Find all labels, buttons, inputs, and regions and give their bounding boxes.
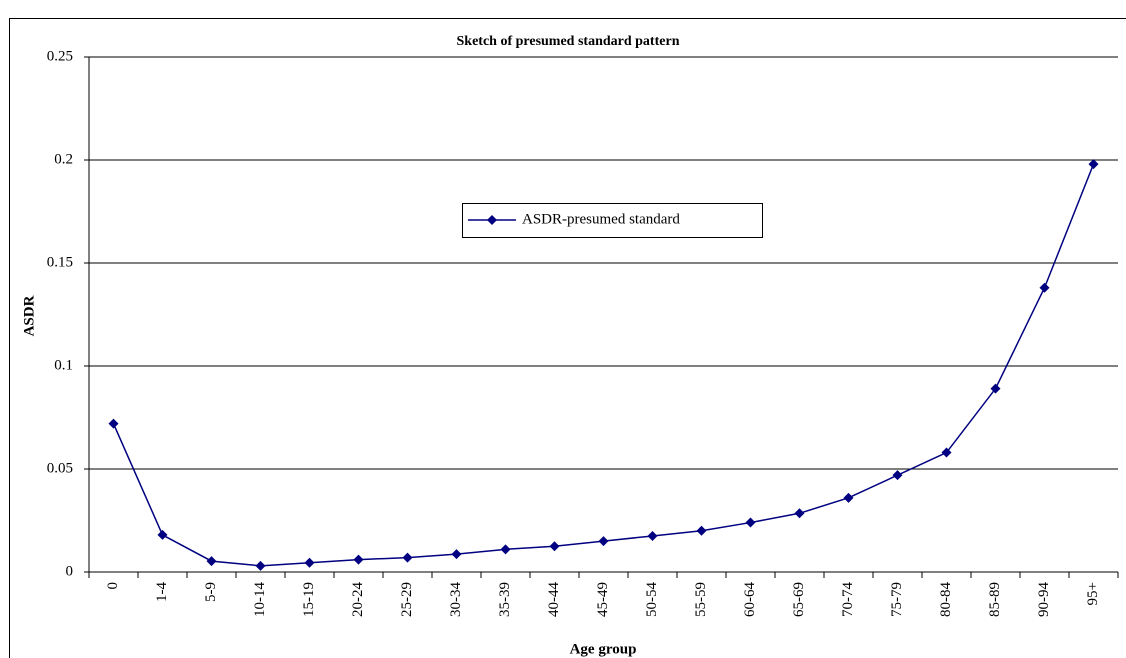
- x-tick-label: 45-49: [595, 582, 611, 617]
- marker: [255, 560, 266, 571]
- chart-title: Sketch of presumed standard pattern: [457, 34, 680, 49]
- marker: [1088, 159, 1099, 170]
- marker: [206, 556, 217, 567]
- marker: [549, 541, 560, 552]
- marker: [304, 557, 315, 568]
- marker: [451, 549, 462, 560]
- x-tick-label: 95+: [1085, 582, 1101, 605]
- legend-label: ASDR-presumed standard: [522, 211, 680, 227]
- marker: [598, 536, 609, 547]
- x-tick-label: 30-34: [448, 582, 464, 617]
- marker: [990, 383, 1001, 394]
- marker: [892, 470, 903, 481]
- x-axis-label: Age group: [570, 641, 637, 657]
- x-tick-label: 80-84: [938, 582, 954, 617]
- x-tick-label: 10-14: [252, 582, 268, 617]
- marker: [402, 552, 413, 563]
- marker: [353, 554, 364, 565]
- marker: [108, 418, 119, 429]
- marker: [843, 492, 854, 503]
- x-tick-label: 1-4: [154, 582, 170, 602]
- y-axis-label: ASDR: [21, 295, 37, 336]
- marker: [647, 530, 658, 541]
- x-tick-label: 60-64: [742, 582, 758, 617]
- x-tick-label: 5-9: [203, 582, 219, 602]
- y-tick-label: 0: [66, 563, 74, 579]
- marker: [696, 525, 707, 536]
- x-tick-label: 75-79: [889, 582, 905, 617]
- x-tick-label: 20-24: [350, 582, 366, 617]
- marker: [1039, 282, 1050, 293]
- x-tick-label: 65-69: [791, 582, 807, 617]
- x-tick-label: 0: [105, 582, 121, 590]
- x-tick-label: 15-19: [301, 582, 317, 617]
- y-tick-label: 0.2: [54, 151, 73, 167]
- legend-marker: [487, 215, 497, 225]
- marker: [794, 508, 805, 519]
- marker: [500, 544, 511, 555]
- x-tick-label: 40-44: [546, 582, 562, 617]
- y-tick-label: 0.15: [47, 254, 73, 270]
- x-tick-label: 25-29: [399, 582, 415, 617]
- x-tick-label: 90-94: [1036, 582, 1052, 617]
- x-tick-label: 55-59: [693, 582, 709, 617]
- y-tick-label: 0.05: [47, 460, 73, 476]
- x-tick-label: 50-54: [644, 582, 660, 617]
- x-tick-label: 70-74: [840, 582, 856, 617]
- x-tick-label: 85-89: [987, 582, 1003, 617]
- y-tick-label: 0.1: [54, 357, 73, 373]
- y-tick-label: 0.25: [47, 48, 73, 64]
- chart-frame: [9, 18, 1126, 658]
- x-tick-label: 35-39: [497, 582, 513, 617]
- marker: [157, 529, 168, 540]
- marker: [941, 447, 952, 458]
- marker: [745, 517, 756, 528]
